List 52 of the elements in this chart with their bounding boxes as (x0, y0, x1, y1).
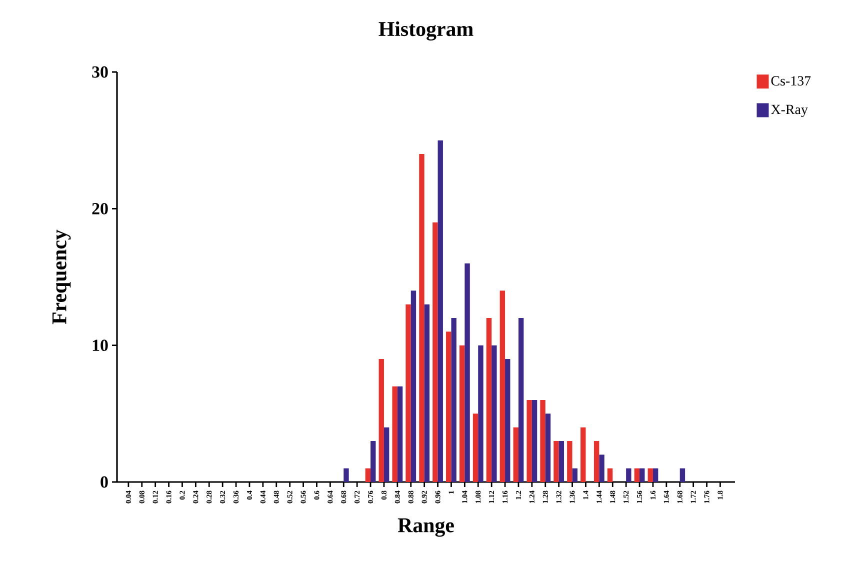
bar (500, 290, 506, 482)
bar (344, 468, 349, 482)
bar (518, 318, 524, 482)
bar (378, 359, 384, 482)
bar (370, 441, 376, 482)
chart-title: Histogram (378, 21, 474, 41)
bar (652, 468, 658, 482)
y-tick-label: 10 (92, 340, 108, 352)
bar (526, 400, 532, 482)
bar (384, 427, 390, 482)
bar (464, 263, 470, 482)
bar (397, 386, 403, 482)
bar (492, 345, 497, 482)
bar (438, 140, 443, 482)
bar (634, 468, 640, 482)
bar (459, 345, 465, 482)
bar (513, 427, 518, 482)
y-tick-label: 30 (92, 66, 108, 78)
x-axis-title: Range (398, 518, 454, 537)
bar (478, 345, 484, 482)
bar (451, 318, 456, 482)
bar (626, 468, 632, 482)
y-tick-label: 0 (100, 476, 108, 488)
bar (392, 386, 398, 482)
legend-label: Cs-137 (771, 76, 811, 86)
bar (472, 414, 478, 482)
bar (432, 222, 438, 482)
bar (640, 468, 645, 482)
bar (365, 468, 371, 482)
bar (648, 468, 653, 482)
bar (567, 441, 572, 482)
bar (580, 427, 586, 482)
bar (558, 441, 564, 482)
bar (594, 441, 600, 482)
y-axis-title: Frequency (52, 230, 71, 324)
bar (680, 468, 686, 482)
bar (545, 414, 551, 482)
bar (572, 468, 578, 482)
bar (419, 154, 424, 482)
bar (424, 304, 430, 482)
bar (446, 332, 452, 482)
bar (540, 400, 546, 482)
bar (505, 359, 510, 482)
legend-label: X-Ray (771, 104, 808, 118)
bar (532, 400, 538, 482)
bar (410, 290, 416, 482)
bar (607, 468, 613, 482)
bar (406, 304, 411, 482)
bar (486, 318, 492, 482)
y-tick-label: 20 (92, 202, 108, 214)
bar (554, 441, 559, 482)
bar (599, 454, 604, 482)
